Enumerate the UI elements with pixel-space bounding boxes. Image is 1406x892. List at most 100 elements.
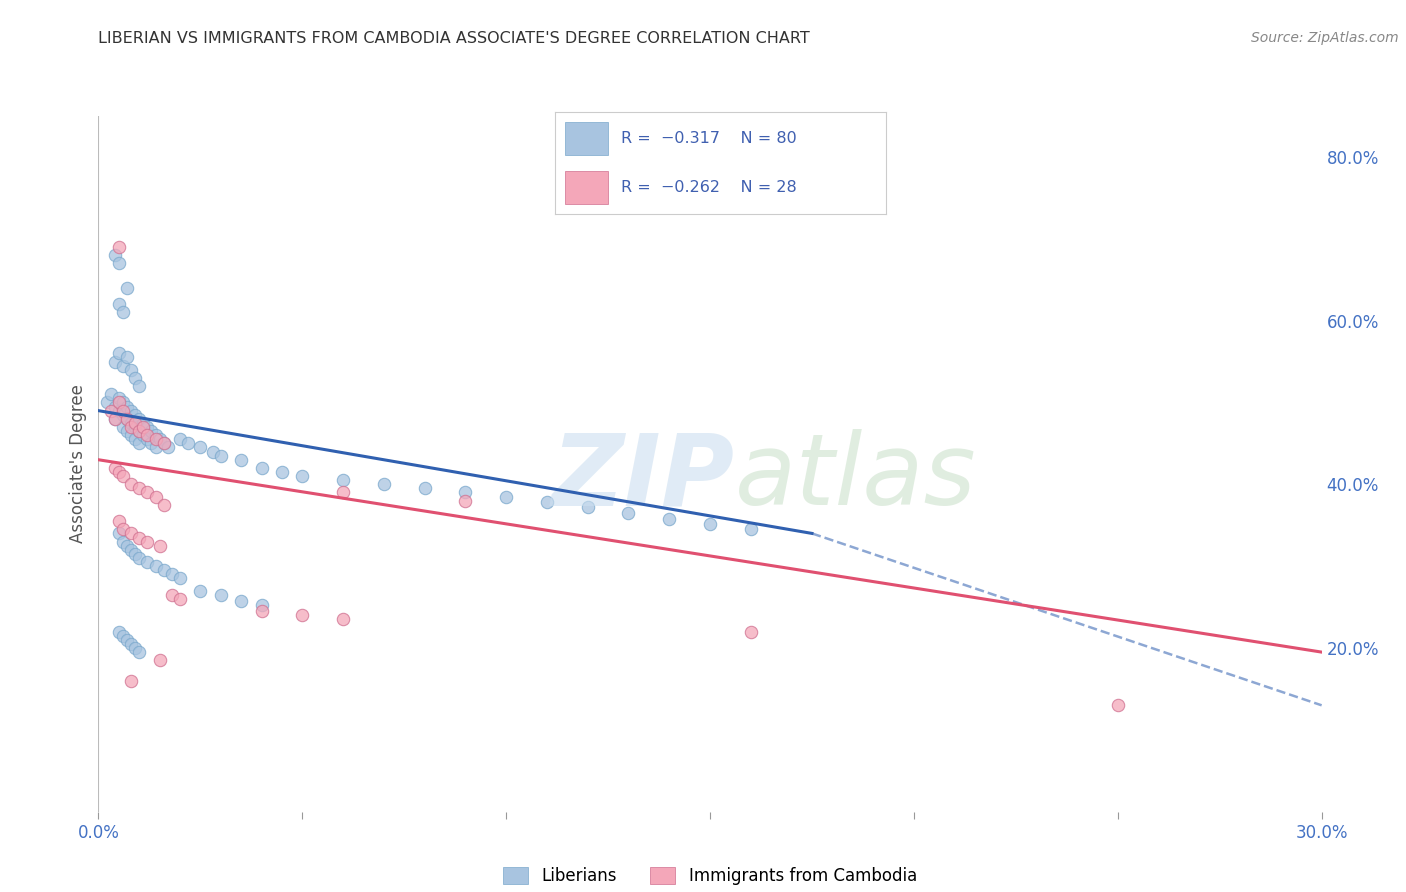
Point (128, 412, 150, 426)
Point (699, 516, 721, 531)
Point (136, 420, 159, 434)
Bar (565, 171, 609, 204)
Point (149, 539, 172, 553)
Point (454, 485, 477, 500)
Point (124, 432, 146, 446)
Point (132, 420, 155, 434)
Point (658, 511, 681, 525)
Point (124, 420, 146, 434)
Point (120, 673, 142, 688)
Point (108, 514, 131, 528)
Point (108, 403, 131, 417)
Text: atlas: atlas (734, 429, 976, 526)
Point (250, 599, 273, 613)
Point (104, 248, 127, 262)
Point (132, 428, 155, 442)
Point (128, 424, 150, 438)
Point (201, 444, 224, 458)
Text: R =  −0.262    N = 28: R = −0.262 N = 28 (621, 180, 797, 195)
Point (124, 371, 146, 385)
Point (115, 281, 138, 295)
Point (136, 485, 159, 500)
Point (152, 436, 174, 450)
Point (111, 408, 134, 422)
Legend: Liberians, Immigrants from Cambodia: Liberians, Immigrants from Cambodia (496, 860, 924, 892)
Point (332, 612, 354, 626)
Point (291, 469, 314, 483)
Point (108, 465, 131, 479)
Point (128, 436, 150, 450)
Point (536, 495, 558, 509)
Point (111, 534, 134, 549)
Point (576, 500, 599, 515)
Point (145, 490, 167, 504)
Point (136, 534, 159, 549)
Point (111, 305, 134, 319)
Point (145, 428, 167, 442)
Point (136, 432, 159, 446)
Bar (565, 122, 609, 154)
Point (115, 351, 138, 365)
Point (495, 490, 517, 504)
Point (104, 354, 127, 368)
Point (111, 629, 134, 643)
Point (124, 416, 146, 430)
Point (128, 645, 150, 659)
Point (108, 395, 131, 409)
Point (128, 424, 150, 438)
Point (96, 395, 118, 409)
Point (108, 392, 131, 406)
Point (104, 412, 127, 426)
Point (209, 449, 232, 463)
Text: LIBERIAN VS IMMIGRANTS FROM CAMBODIA ASSOCIATE'S DEGREE CORRELATION CHART: LIBERIAN VS IMMIGRANTS FROM CAMBODIA ASS… (98, 31, 810, 46)
Point (152, 563, 174, 577)
Point (169, 591, 191, 606)
Point (617, 506, 640, 520)
Point (120, 477, 142, 491)
Point (177, 436, 200, 450)
Point (145, 441, 167, 455)
Point (128, 482, 150, 496)
Point (120, 542, 142, 557)
Point (124, 640, 146, 655)
Point (120, 362, 142, 376)
Point (120, 420, 142, 434)
Point (169, 432, 191, 446)
Point (332, 473, 354, 487)
Point (115, 412, 138, 426)
Point (188, 583, 212, 598)
Point (250, 604, 273, 618)
Point (1107, 698, 1129, 713)
Point (108, 526, 131, 541)
Point (332, 485, 354, 500)
Point (291, 608, 314, 623)
Point (231, 452, 253, 467)
Point (108, 240, 131, 254)
Point (740, 522, 762, 536)
Point (169, 571, 191, 585)
Point (156, 441, 179, 455)
Point (111, 395, 134, 409)
Point (149, 432, 172, 446)
Point (145, 559, 167, 574)
Point (115, 400, 138, 414)
Point (111, 469, 134, 483)
Point (111, 420, 134, 434)
Point (128, 551, 150, 566)
Point (104, 461, 127, 475)
Point (108, 346, 131, 360)
Point (115, 632, 138, 647)
Point (111, 522, 134, 536)
Point (111, 403, 134, 417)
Point (120, 416, 142, 430)
Point (373, 477, 395, 491)
Point (124, 547, 146, 561)
Point (104, 400, 127, 414)
Text: ZIP: ZIP (551, 429, 734, 526)
Point (160, 588, 183, 602)
Point (152, 436, 174, 450)
Text: R =  −0.317    N = 80: R = −0.317 N = 80 (621, 130, 797, 145)
Point (136, 428, 159, 442)
Point (250, 461, 273, 475)
Point (100, 387, 122, 401)
